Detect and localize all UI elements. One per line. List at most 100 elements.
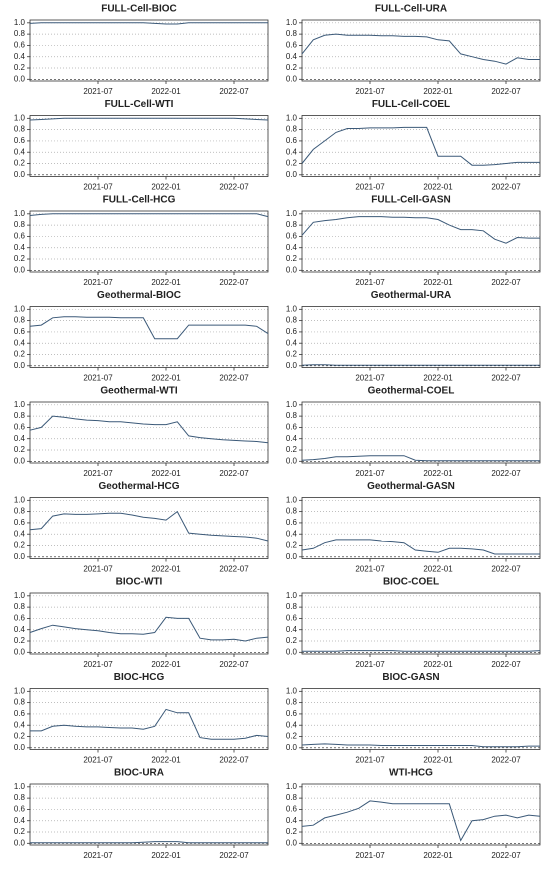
- y-tick-label: 0.8: [286, 793, 298, 802]
- x-tick-label: 2021-07: [355, 851, 385, 860]
- y-tick-label: 0.8: [286, 602, 298, 611]
- y-tick-label: 0.0: [14, 74, 26, 83]
- x-tick-label: 2021-07: [83, 87, 113, 96]
- plot-frame: [301, 306, 541, 368]
- x-tick-label: 2022-01: [151, 278, 181, 287]
- y-tick-label: 0.6: [286, 136, 298, 145]
- x-tick-label: 2022-01: [423, 565, 453, 574]
- y-tick-label: 1.0: [286, 304, 298, 313]
- x-tick-label: 2022-01: [151, 851, 181, 860]
- y-tick-label: 0.0: [286, 552, 298, 561]
- x-tick-label: 2022-01: [423, 87, 453, 96]
- y-tick-label: 0.2: [286, 541, 298, 550]
- x-tick-label: 2021-07: [355, 278, 385, 287]
- x-tick-label: 2021-07: [83, 660, 113, 669]
- chart-title: Geothermal-WTI: [100, 386, 177, 397]
- series-line: [301, 216, 540, 244]
- y-tick-label: 0.2: [286, 63, 298, 72]
- y-tick-label: 0.2: [14, 732, 26, 741]
- series-line: [29, 117, 269, 121]
- series-line: [29, 616, 269, 642]
- x-tick-label: 2021-07: [355, 374, 385, 383]
- y-tick-label: 0.6: [286, 41, 298, 50]
- y-tick-label: 0.0: [14, 456, 26, 465]
- plot-frame: [301, 115, 541, 177]
- x-tick-label: 2021-07: [83, 374, 113, 383]
- chart-title: BIOC-WTI: [116, 577, 163, 588]
- chart-title: FULL-Cell-HCG: [103, 195, 176, 206]
- y-tick-label: 0.8: [14, 698, 26, 707]
- y-tick-label: 0.6: [286, 614, 298, 623]
- y-tick-label: 0.4: [286, 243, 298, 252]
- x-tick-label: 2022-07: [491, 756, 521, 765]
- x-tick-label: 2022-07: [219, 469, 249, 478]
- chart-title: Geothermal-BIOC: [97, 290, 181, 301]
- x-tick-label: 2022-07: [491, 278, 521, 287]
- x-tick-label: 2022-07: [219, 87, 249, 96]
- series-line: [30, 841, 268, 844]
- series-line: [29, 213, 269, 218]
- x-tick-label: 2021-07: [355, 469, 385, 478]
- y-tick-label: 0.2: [286, 159, 298, 168]
- x-tick-label: 2021-07: [355, 756, 385, 765]
- x-tick-label: 2022-01: [151, 374, 181, 383]
- plot-frame: [29, 783, 269, 846]
- chart-title: BIOC-GASN: [382, 672, 439, 683]
- x-tick-label: 2022-07: [491, 374, 521, 383]
- y-tick-label: 0.2: [14, 445, 26, 454]
- y-tick-label: 0.6: [14, 805, 26, 814]
- chart-title: FULL-Cell-BIOC: [101, 4, 177, 15]
- x-tick-label: 2022-07: [491, 469, 521, 478]
- y-tick-label: 0.2: [14, 541, 26, 550]
- y-tick-label: 0.4: [286, 720, 298, 729]
- y-tick-label: 0.4: [14, 147, 26, 156]
- x-tick-label: 2022-07: [219, 851, 249, 860]
- y-tick-label: 1.0: [14, 18, 26, 27]
- x-tick-label: 2021-07: [83, 851, 113, 860]
- chart-title: BIOC-URA: [114, 768, 164, 779]
- chart-title: BIOC-COEL: [383, 577, 439, 588]
- plot-frame: [29, 497, 269, 559]
- y-tick-label: 0.8: [14, 29, 26, 38]
- y-tick-label: 0.8: [14, 602, 26, 611]
- y-tick-label: 0.6: [14, 327, 26, 336]
- y-tick-label: 0.0: [14, 265, 26, 274]
- plot-frame: [29, 592, 269, 655]
- plot-frame: [301, 401, 541, 464]
- plot-frame: [29, 19, 269, 82]
- x-tick-label: 2022-07: [219, 756, 249, 765]
- plot-frame: [29, 115, 269, 177]
- x-tick-label: 2022-07: [491, 183, 521, 192]
- y-tick-label: 0.0: [14, 647, 26, 656]
- x-tick-label: 2022-01: [151, 183, 181, 192]
- chart-title: FULL-Cell-WTI: [105, 99, 174, 110]
- x-tick-label: 2022-07: [491, 565, 521, 574]
- chart-title: FULL-Cell-URA: [375, 4, 447, 15]
- x-tick-label: 2022-01: [423, 469, 453, 478]
- x-tick-label: 2022-07: [219, 374, 249, 383]
- y-tick-label: 1.0: [14, 591, 26, 600]
- y-tick-label: 0.2: [286, 732, 298, 741]
- series-line: [301, 126, 540, 166]
- y-tick-label: 0.0: [286, 74, 298, 83]
- series-line: [29, 415, 269, 444]
- y-tick-label: 0.6: [14, 232, 26, 241]
- y-tick-label: 0.4: [286, 338, 298, 347]
- series-line: [29, 316, 269, 340]
- y-tick-label: 1.0: [14, 113, 26, 122]
- y-tick-label: 1.0: [286, 209, 298, 218]
- x-tick-label: 2021-07: [83, 278, 113, 287]
- series-line: [301, 800, 541, 842]
- y-tick-label: 0.8: [286, 507, 298, 516]
- y-tick-label: 0.4: [14, 338, 26, 347]
- y-tick-label: 1.0: [286, 591, 298, 600]
- y-tick-label: 0.0: [286, 647, 298, 656]
- y-tick-label: 0.2: [286, 254, 298, 263]
- y-tick-label: 0.4: [14, 816, 26, 825]
- y-tick-label: 0.2: [14, 63, 26, 72]
- y-tick-label: 0.8: [286, 411, 298, 420]
- y-tick-label: 0.0: [14, 170, 26, 179]
- chart-title: Geothermal-GASN: [367, 481, 455, 492]
- y-tick-label: 0.6: [286, 423, 298, 432]
- y-tick-label: 0.6: [286, 518, 298, 527]
